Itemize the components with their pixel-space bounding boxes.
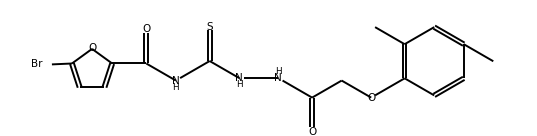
Text: H: H [172, 83, 179, 92]
Text: O: O [308, 127, 316, 136]
Text: N: N [274, 73, 282, 83]
Text: H: H [275, 67, 281, 76]
Text: O: O [142, 24, 150, 34]
Text: Br: Br [31, 59, 42, 69]
Text: N: N [235, 73, 243, 83]
Text: O: O [367, 93, 375, 103]
Text: O: O [88, 43, 96, 53]
Text: N: N [172, 76, 180, 86]
Text: S: S [206, 22, 213, 32]
Text: H: H [236, 80, 243, 89]
